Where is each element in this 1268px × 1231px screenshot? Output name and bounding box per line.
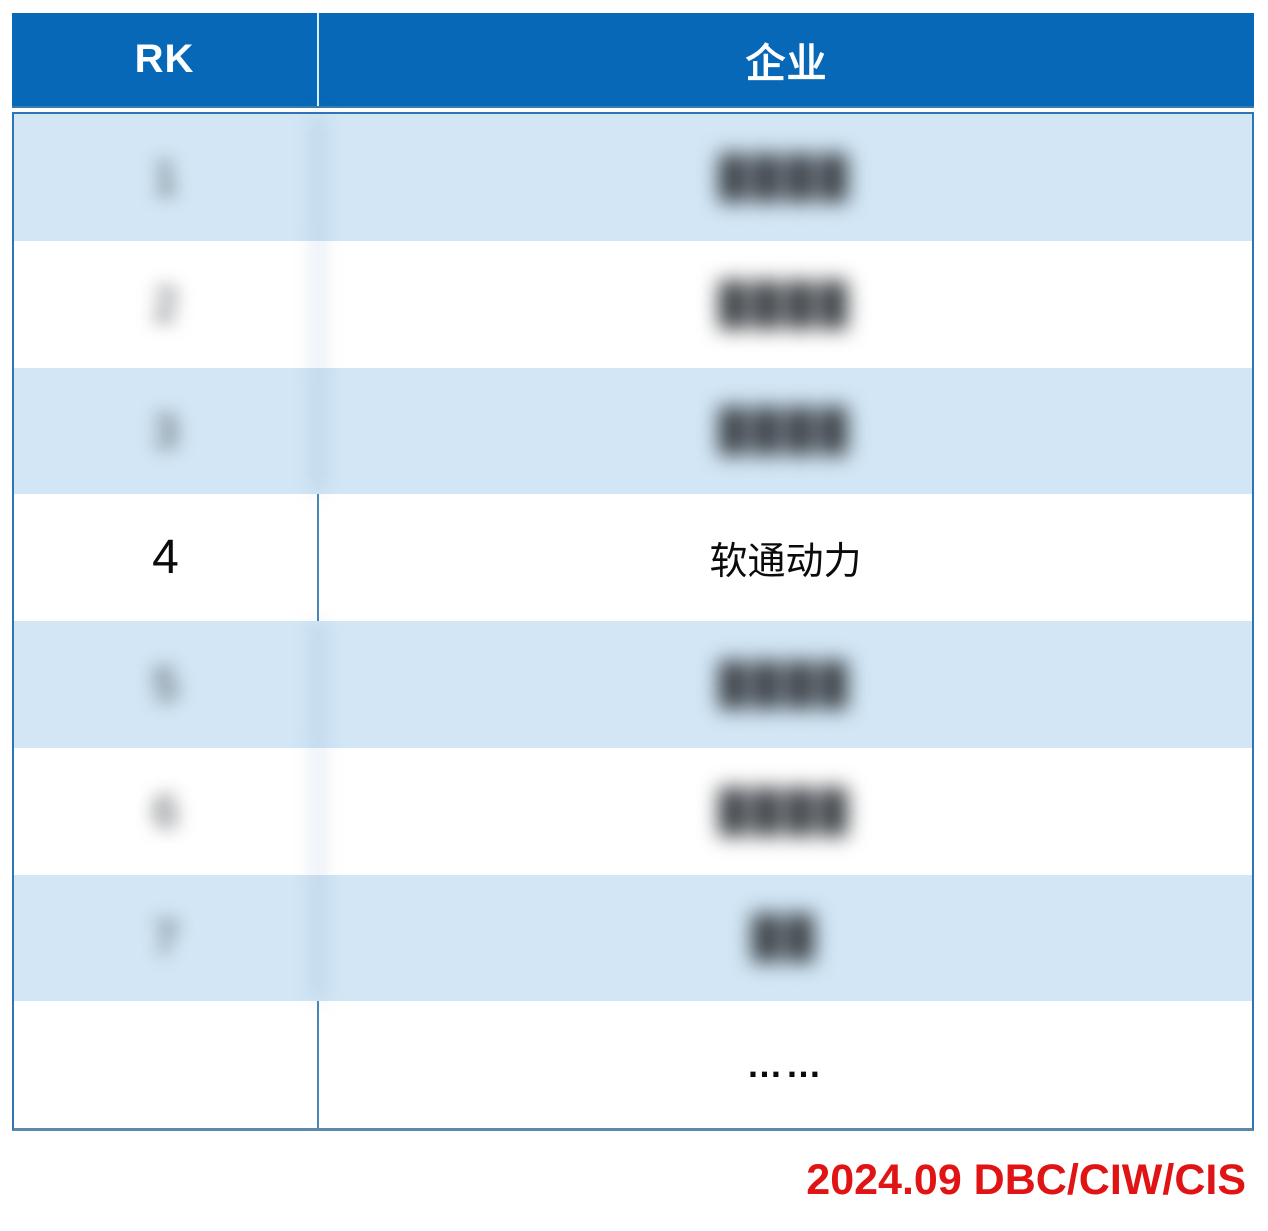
rank-cell: 1 (152, 151, 179, 204)
table-row: 2 ████ (14, 240, 1252, 368)
ranking-table: RK 企业 1 ████ 2 ████ 3 ████ 4 软通动力 5 ████ 6 ████ 7 ██…… (12, 13, 1254, 1131)
table-row: 7 ██ (14, 874, 1252, 1002)
header-rank: RK (134, 37, 195, 81)
table-row: 4 软通动力 (14, 494, 1252, 621)
rank-cell: 6 (152, 785, 179, 838)
table-row: 5 ████ (14, 621, 1252, 748)
table-row: 3 ████ (14, 367, 1252, 495)
rank-cell: 4 (152, 531, 179, 585)
company-cell: ████ (317, 367, 1252, 495)
company-cell: ████ (317, 114, 1252, 241)
company-cell: ████ (317, 747, 1252, 875)
table-row: …… (14, 1001, 1252, 1128)
source-note: 2024.09 DBC/CIW/CIS (806, 1156, 1246, 1204)
rank-cell: 3 (152, 404, 179, 457)
rank-cell: 5 (152, 658, 179, 711)
company-cell: ████ (317, 621, 1252, 748)
table-body: 1 ████ 2 ████ 3 ████ 4 软通动力 5 ████ 6 ████ 7 ██…… (12, 112, 1254, 1131)
table-row: 1 ████ (14, 114, 1252, 241)
rank-cell (14, 1001, 317, 1128)
company-cell: ████ (317, 240, 1252, 368)
rank-cell: 2 (152, 278, 179, 331)
table-row: 6 ████ (14, 747, 1252, 875)
rank-cell: 7 (152, 911, 179, 964)
company-cell: 软通动力 (317, 494, 1252, 621)
company-cell: ██ (317, 874, 1252, 1002)
table-header-row: RK 企业 (12, 13, 1254, 108)
header-company: 企业 (317, 13, 1254, 106)
company-cell: …… (317, 1001, 1252, 1128)
